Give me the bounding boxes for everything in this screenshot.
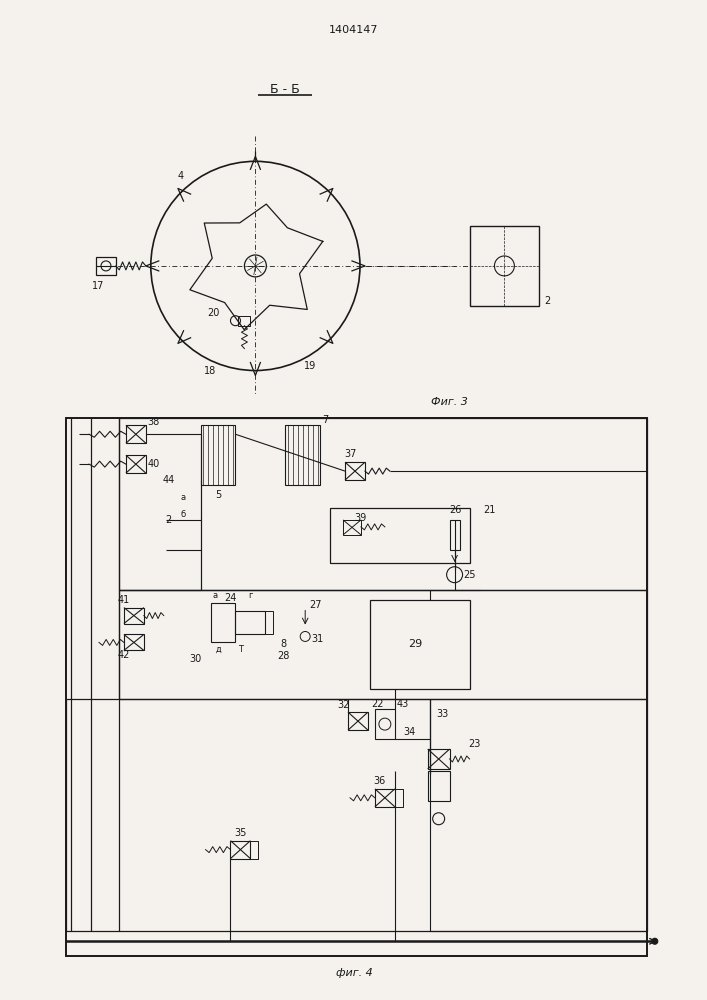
Text: 43: 43 [397,699,409,709]
Text: 33: 33 [436,709,449,719]
Bar [124,634,144,650]
Bar [348,712,368,730]
Bar [230,841,250,859]
Text: 36: 36 [374,776,386,786]
Text: г: г [248,591,252,600]
Bar [66,699,647,931]
Text: 28: 28 [277,651,289,661]
Bar [469,226,539,306]
Text: 29: 29 [408,639,422,649]
Text: 1404147: 1404147 [329,25,379,35]
Text: 30: 30 [189,654,201,664]
Text: 40: 40 [148,459,160,469]
Text: 18: 18 [204,366,216,376]
Text: 17: 17 [92,281,104,291]
Bar [375,709,395,739]
Text: 7: 7 [322,415,328,425]
Bar [126,455,146,473]
Text: б: б [180,510,185,519]
Text: д: д [216,645,221,654]
Text: 44: 44 [163,475,175,485]
Text: 25: 25 [463,570,476,580]
Bar [370,600,469,689]
Text: 23: 23 [468,739,481,749]
Text: а: а [180,493,185,502]
Bar [119,590,647,699]
Text: 2: 2 [165,515,172,525]
Text: а: а [213,591,218,600]
Bar [375,789,395,807]
Text: 39: 39 [354,513,366,523]
Circle shape [652,938,658,944]
Bar [238,316,250,326]
Text: 5: 5 [215,490,221,500]
Bar [330,508,469,563]
Text: 2: 2 [544,296,550,306]
Bar [450,520,460,550]
Text: Б - Б: Б - Б [270,83,300,96]
Bar [201,425,235,485]
Text: 42: 42 [118,650,130,660]
Text: 27: 27 [309,600,322,610]
Text: фиг. 4: фиг. 4 [336,968,373,978]
Bar [428,771,450,801]
Bar [119,418,647,590]
Bar [285,425,320,485]
Text: 21: 21 [484,505,496,515]
Text: 35: 35 [234,828,247,838]
Bar [345,462,365,480]
Bar [343,520,361,535]
Text: Фиг. 3: Фиг. 3 [431,397,468,407]
Bar [66,418,647,956]
Text: 26: 26 [450,505,462,515]
Bar [126,425,146,443]
Text: 31: 31 [311,634,323,644]
Text: 38: 38 [148,417,160,427]
Text: 24: 24 [224,593,237,603]
Bar [96,257,116,275]
Text: 4: 4 [177,171,184,181]
Text: 37: 37 [344,449,356,459]
Text: 41: 41 [118,595,130,605]
Bar [211,603,235,642]
Text: 19: 19 [304,361,316,371]
Text: 8: 8 [280,639,286,649]
Bar [428,749,450,769]
Text: 34: 34 [404,727,416,737]
Text: 22: 22 [372,699,384,709]
Text: Т: Т [238,645,243,654]
Bar [235,611,265,634]
Text: 32: 32 [337,700,349,710]
Bar [124,608,144,624]
Text: 20: 20 [207,308,220,318]
Bar [265,611,274,634]
